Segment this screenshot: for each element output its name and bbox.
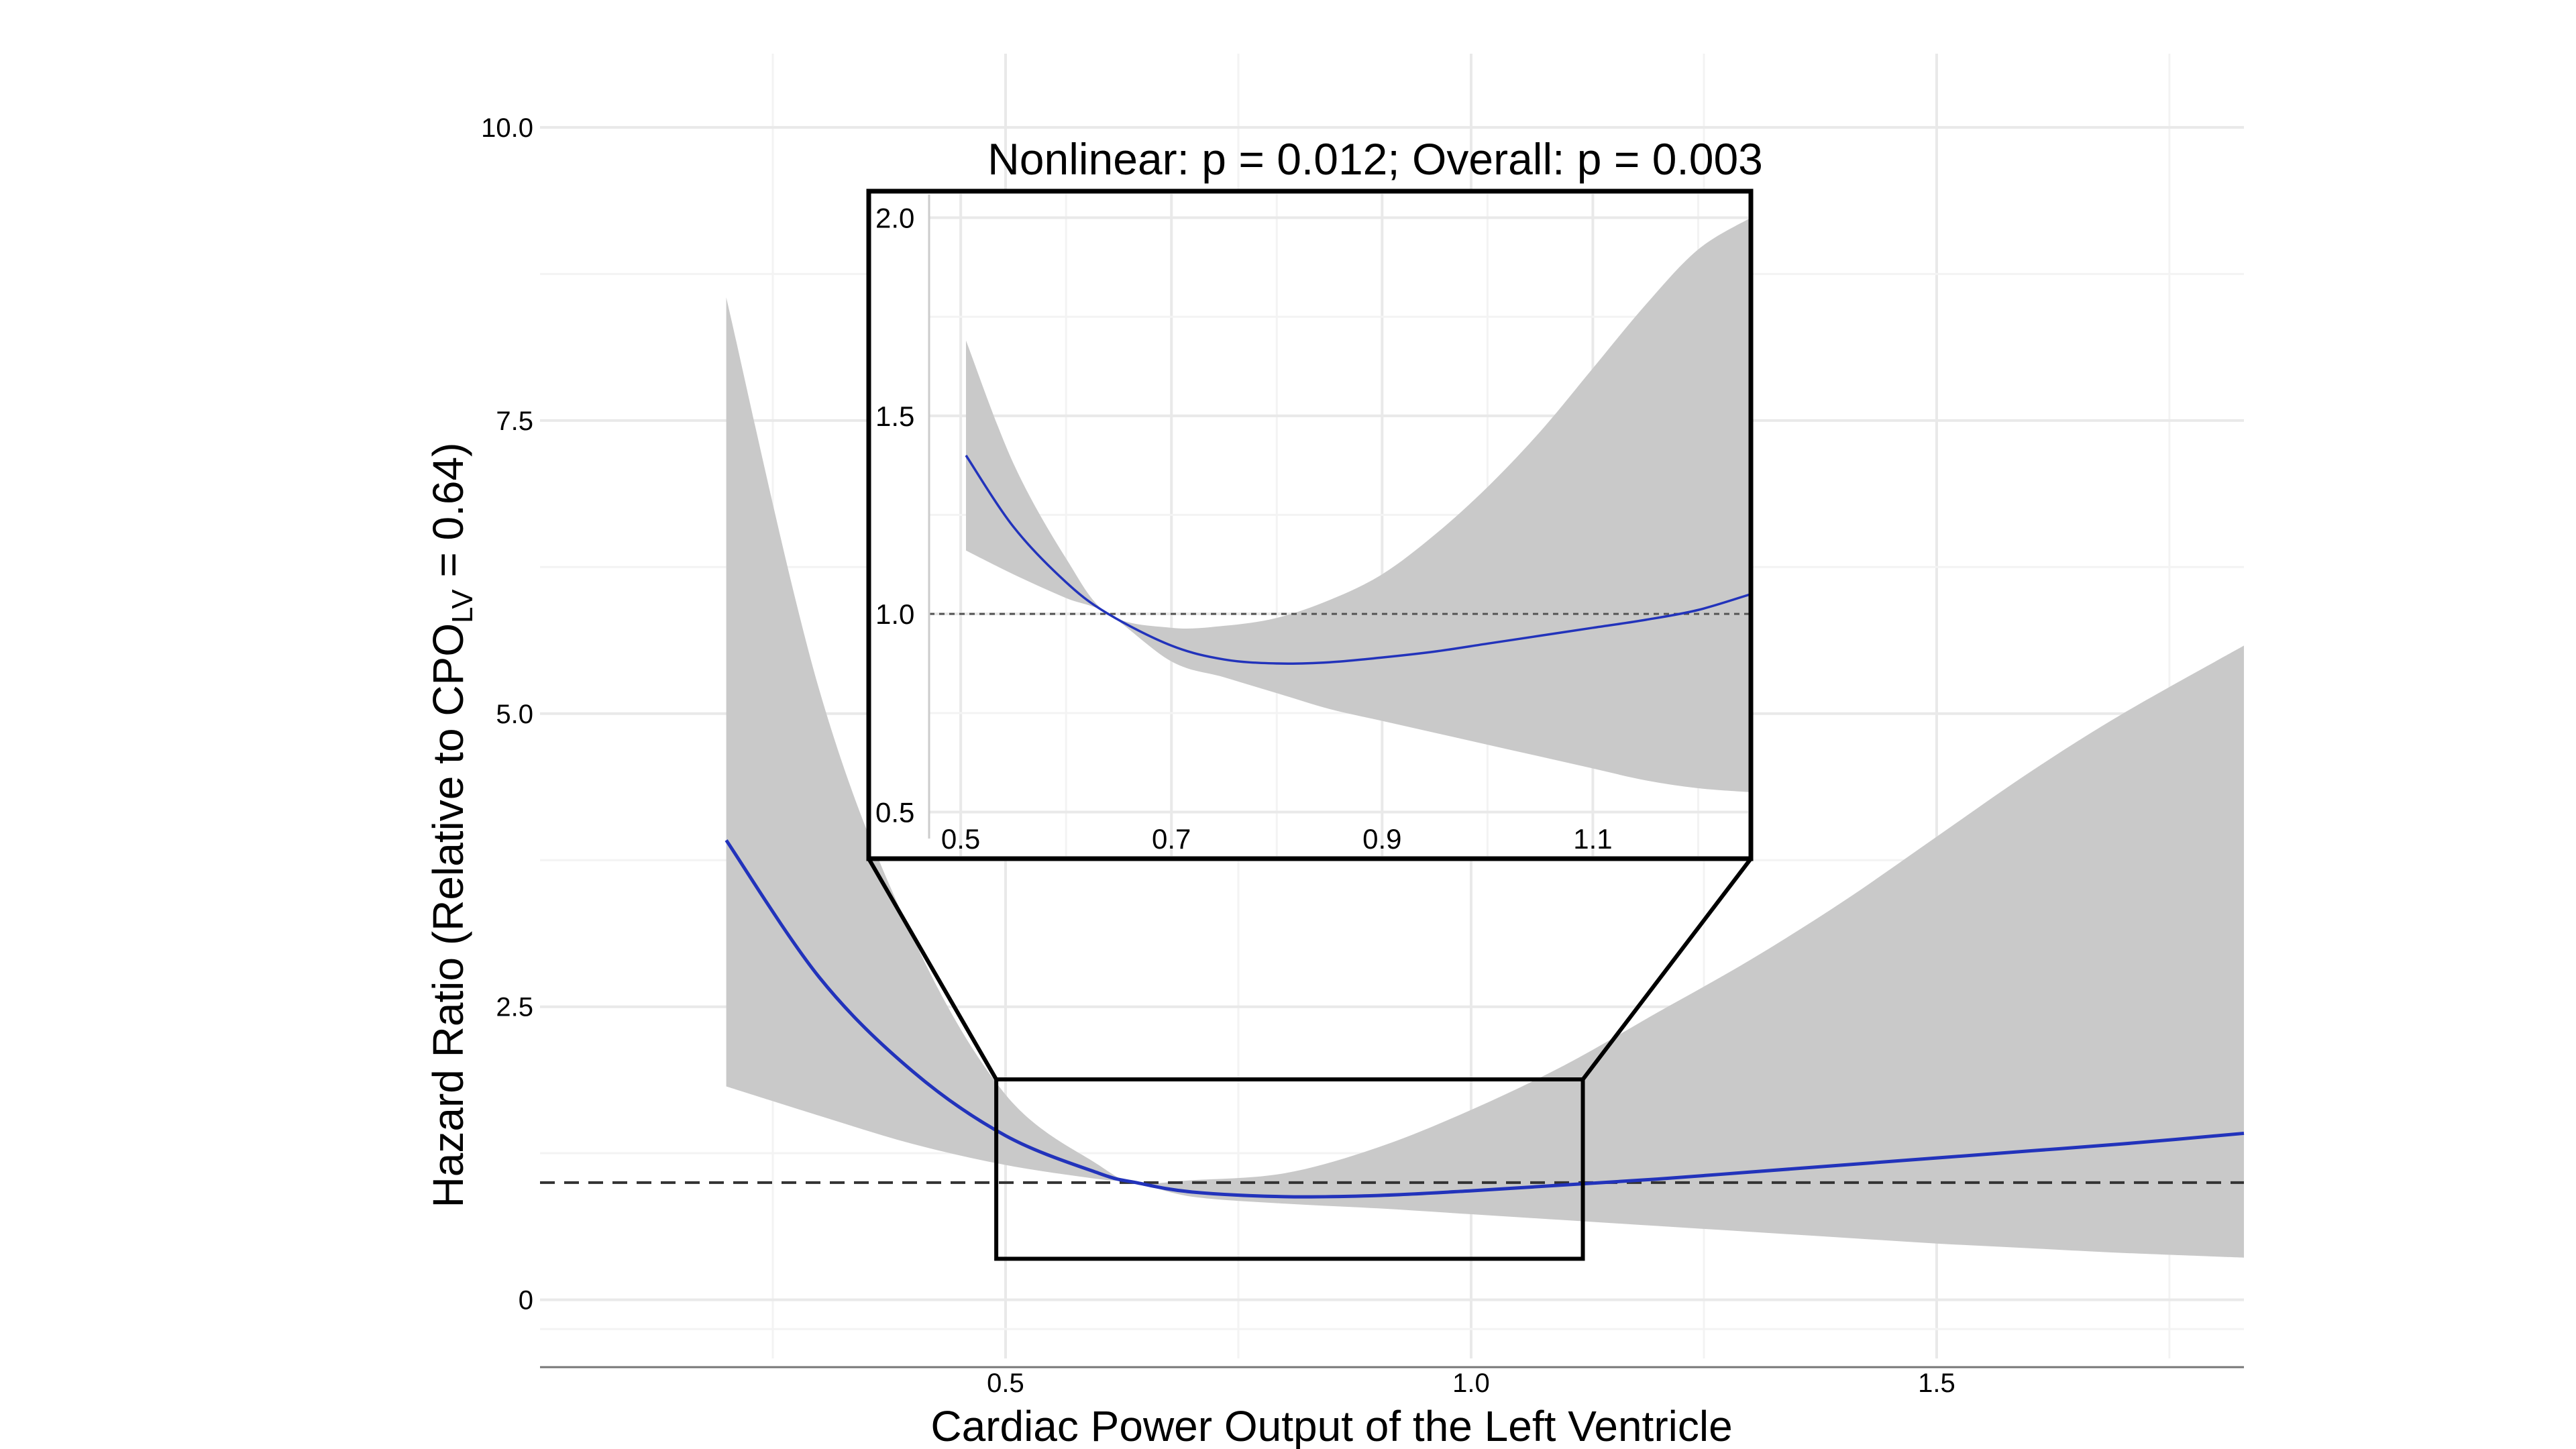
y-axis-title: Hazard Ratio (Relative to CPOLV = 0.64) [424, 443, 479, 1208]
zoom-box [994, 1077, 1585, 1261]
y-tick-labels: 0 2.5 5.0 7.5 10.0 [481, 113, 533, 1316]
x-axis-title: Cardiac Power Output of the Left Ventric… [930, 1402, 1732, 1449]
inset-border [866, 189, 1754, 861]
inset-x-tick-label: 1.1 [1573, 823, 1612, 855]
inset-confidence-band [965, 217, 1751, 792]
inset-y-tick-labels: 0.5 1.0 1.5 2.0 [875, 203, 914, 828]
x-tick-label: 1.0 [1452, 1368, 1490, 1398]
y-axis-title-suffix: = 0.64) [424, 443, 472, 590]
inset-title: Nonlinear: p = 0.012; Overall: p = 0.003 [987, 134, 1763, 184]
y-tick-label: 0 [519, 1286, 533, 1316]
inset-hazard-ratio-line [965, 454, 1751, 665]
confidence-band [726, 297, 2244, 1258]
y-axis-title-subscript: LV [446, 589, 479, 623]
y-tick-label: 10.0 [481, 113, 533, 143]
inset-y-tick-label: 1.5 [875, 400, 914, 432]
x-tick-label: 0.5 [987, 1368, 1024, 1398]
y-tick-label: 5.0 [496, 700, 533, 729]
inset-y-tick-label: 2.0 [875, 203, 914, 234]
zoom-connector-right [1581, 857, 1753, 1081]
inset-x-tick-label: 0.9 [1362, 823, 1401, 855]
inset-y-tick-label: 1.0 [875, 598, 914, 630]
y-axis-title-main: Hazard Ratio (Relative to CPO [424, 623, 472, 1208]
y-tick-label: 2.5 [496, 993, 533, 1022]
inset-x-tick-labels: 0.5 0.7 0.9 1.1 [941, 823, 1613, 855]
inset-x-tick-label: 0.5 [941, 823, 980, 855]
inset-y-tick-label: 0.5 [875, 796, 914, 828]
zoom-connector-left [867, 857, 998, 1081]
y-tick-label: 7.5 [496, 407, 533, 436]
x-tick-label: 1.5 [1918, 1368, 1955, 1398]
x-tick-labels: 0.5 1.0 1.5 [987, 1368, 1955, 1398]
hazard-ratio-line [724, 839, 2245, 1199]
inset-x-tick-label: 0.7 [1152, 823, 1191, 855]
